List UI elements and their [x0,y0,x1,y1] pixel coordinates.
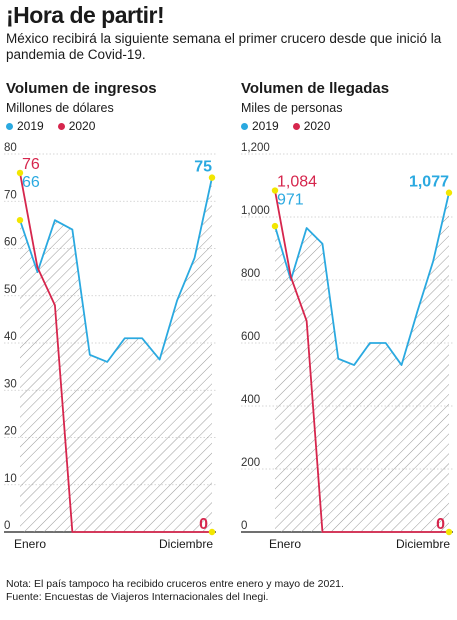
data-label-end-2019: 75 [194,159,212,176]
legend-swatch-2020 [292,122,300,130]
series-line-2020 [19,172,212,533]
x-label-end: Diciembre [396,537,450,551]
legend-item-2020: 2020 [57,119,96,133]
y-tick-label: 0 [241,520,247,532]
legend-item-2019: 2019 [241,119,279,133]
y-tick-label: 20 [4,426,17,438]
legend-swatch-2019 [6,122,13,130]
x-label-start: Enero [14,537,46,551]
data-label-start-2019: 66 [22,174,40,191]
legend-ingresos: 2019 2020 [6,119,109,133]
y-tick-label: 200 [241,457,260,469]
source-text: Fuente: Encuestas de Viajeros Internacio… [6,591,269,603]
y-tick-label: 1,200 [241,142,270,154]
y-tick-label: 80 [4,142,17,154]
legend-swatch-2019 [241,122,248,130]
y-tick-label: 70 [4,189,17,201]
start-marker-2019 [16,216,24,224]
legend-item-2020: 2020 [292,119,331,133]
area-2019 [275,192,449,532]
y-tick-label: 40 [4,331,17,343]
data-label-start-2020: 1,084 [277,174,317,191]
end-marker-2020 [445,528,453,536]
chart-title-llegadas: Volumen de llegadas [241,80,390,97]
y-tick-label: 400 [241,394,260,406]
legend-item-2019: 2019 [6,119,44,133]
x-label-start: Enero [269,537,301,551]
headline: ¡Hora de partir! [6,2,165,28]
chart-subtitle-llegadas: Miles de personas [241,101,343,115]
data-label-end-2020: 0 [199,516,208,533]
x-label-end: Diciembre [159,537,213,551]
legend-label-2019: 2019 [252,119,279,133]
y-tick-label: 0 [4,520,10,532]
end-marker-2020 [208,528,216,536]
note-text: Nota: El país tampoco ha recibido crucer… [6,578,344,590]
legend-label-2019: 2019 [17,119,44,133]
y-tick-label: 10 [4,473,17,485]
y-tick-label: 50 [4,284,17,296]
legend-swatch-2020 [57,122,65,130]
end-marker-2019 [208,174,216,181]
data-label-end-2019: 1,077 [409,174,449,191]
series-line-2019 [19,177,213,363]
legend-label-2020: 2020 [68,119,96,133]
series-line-2020 [274,190,449,533]
data-label-start-2020: 76 [22,156,40,173]
y-tick-label: 30 [4,378,17,390]
start-marker-2020 [16,169,24,177]
area-2019 [20,177,212,532]
y-tick-label: 60 [4,237,17,249]
y-tick-label: 800 [241,268,260,280]
data-label-start-2019: 971 [277,192,304,209]
end-marker-2019 [445,189,453,196]
footnote: Nota: El país tampoco ha recibido crucer… [6,578,451,604]
start-marker-2019 [271,222,279,230]
series-line-2019 [274,192,450,366]
chart-title-ingresos: Volumen de ingresos [6,80,157,97]
data-label-end-2020: 0 [436,516,445,533]
start-marker-2020 [271,187,279,194]
dek: México recibirá la siguiente semana el p… [6,31,442,62]
legend-label-2020: 2020 [303,119,331,133]
y-tick-label: 600 [241,331,260,343]
y-tick-label: 1,000 [241,205,270,217]
legend-llegadas: 2019 2020 [241,119,344,133]
chart-subtitle-ingresos: Millones de dólares [6,101,114,115]
